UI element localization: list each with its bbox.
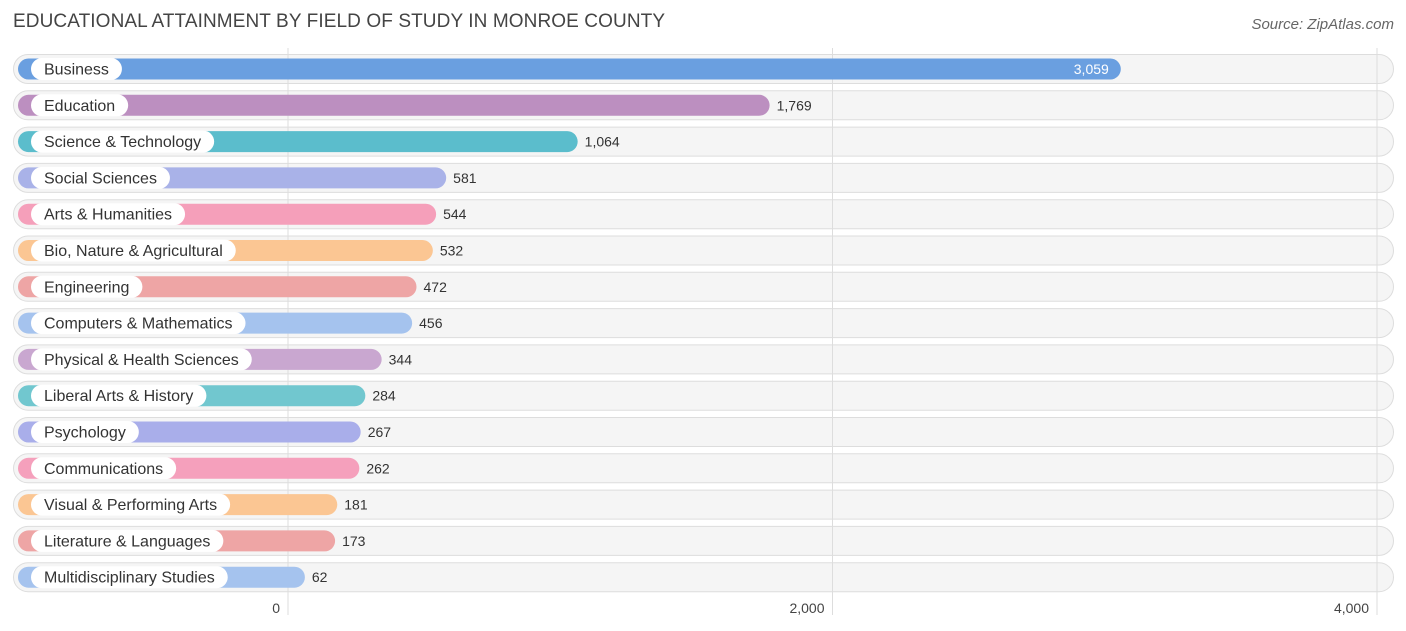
bar-group: Literature & Languages 173 [18,529,366,552]
bar-group: Multidisciplinary Studies 62 [18,566,328,589]
value-label: 472 [424,279,448,295]
value-label: 544 [443,206,467,222]
row-background [13,489,1394,520]
bar-group: Physical & Health Sciences 344 [18,348,413,371]
bars: Business 3,059 Education 1,769 Science & Tec… [18,58,1121,589]
category-label-pill [31,348,252,371]
bar-group: Communications 262 [18,457,390,480]
row-background [13,525,1394,556]
value-label: 262 [366,460,390,476]
bar-group: Social Sciences 581 [18,166,477,189]
category-label-pill [31,529,224,552]
category-label: Social Sciences [44,170,157,187]
category-label-pill [31,239,236,262]
category-label: Business [44,62,109,79]
category-label-pill [31,203,186,226]
value-label: 1,769 [777,97,812,113]
bar-group: Liberal Arts & History 284 [18,384,396,407]
category-label-pill [31,166,170,189]
category-label-pill [31,130,215,153]
category-label: Education [44,98,115,115]
bar-group: Visual & Performing Arts 181 [18,493,368,516]
bar-group: Science & Technology 1,064 [18,130,620,153]
bar-group: Bio, Nature & Agricultural 532 [18,239,464,262]
category-label: Bio, Nature & Agricultural [44,243,223,260]
value-label: 62 [312,569,328,585]
category-label: Physical & Health Sciences [44,352,239,369]
bar [18,94,770,116]
category-label: Visual & Performing Arts [44,497,217,514]
category-label: Science & Technology [44,134,201,151]
value-label: 581 [453,170,477,186]
x-tick-label: 4,000 [1334,600,1369,616]
value-label: 456 [419,315,443,331]
row-background [13,453,1394,484]
category-label-pill [31,275,143,298]
x-tick-label: 0 [272,600,280,616]
value-label: 532 [440,243,464,259]
chart-title: EDUCATIONAL ATTAINMENT BY FIELD OF STUDY… [13,11,666,32]
bar-group: Arts & Humanities 544 [18,203,467,226]
bar-group: Education 1,769 [18,94,812,117]
bar-group: Computers & Mathematics 456 [18,312,443,335]
value-label: 267 [368,424,392,440]
source-attribution: Source: ZipAtlas.com [1251,16,1394,33]
bar-group: Business 3,059 [18,58,1121,80]
category-label-pill [31,566,228,589]
category-label: Computers & Mathematics [44,316,233,333]
category-label-pill [31,94,129,117]
value-label: 3,059 [1074,61,1109,77]
category-label-pill [31,493,231,516]
category-label: Liberal Arts & History [44,388,193,405]
value-label: 1,064 [585,134,620,150]
bar-group: Engineering 472 [18,275,448,298]
category-label-pill [31,384,207,407]
value-label: 284 [372,388,396,404]
category-label-pill [31,312,246,335]
bar [18,58,1121,80]
category-label-pill [31,421,139,443]
category-label-pill [31,457,177,480]
category-label: Literature & Languages [44,533,210,550]
bar-group: Psychology 267 [18,421,391,443]
category-label: Multidisciplinary Studies [44,570,215,587]
category-label: Engineering [44,279,129,296]
row-background [13,562,1394,593]
x-axis-ticks: 0 2,000 4,000 [272,600,1369,616]
row-background [13,417,1394,447]
category-label-pill [31,58,122,80]
value-label: 181 [344,497,368,513]
category-label: Arts & Humanities [44,207,172,224]
category-label: Communications [44,461,163,478]
x-tick-label: 2,000 [789,600,824,616]
value-label: 344 [389,351,413,367]
value-label: 173 [342,533,366,549]
category-label: Psychology [44,425,126,442]
